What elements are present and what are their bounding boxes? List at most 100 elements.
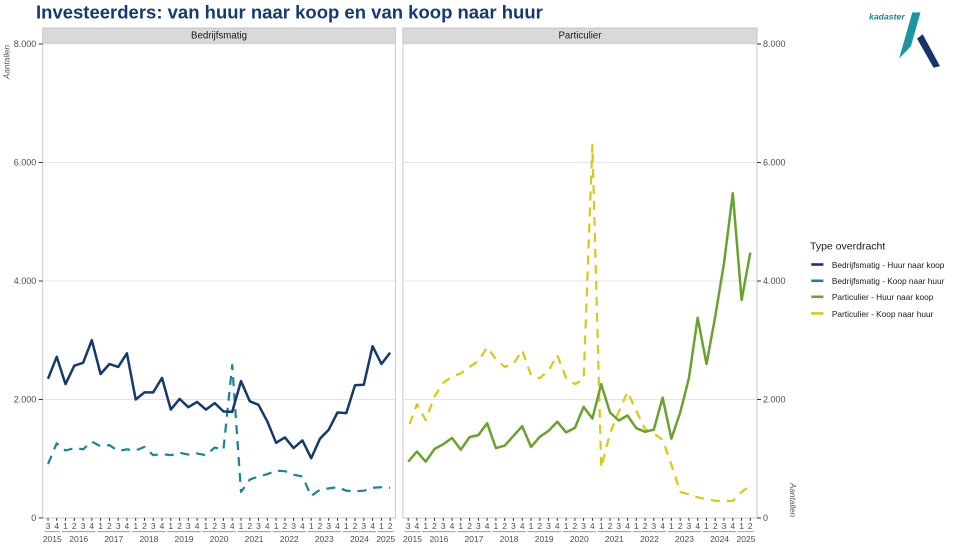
svg-text:2017: 2017	[465, 534, 484, 544]
svg-text:2015: 2015	[403, 534, 422, 544]
svg-text:Particulier: Particulier	[558, 31, 602, 42]
svg-text:1: 1	[529, 521, 534, 531]
svg-text:2018: 2018	[500, 534, 519, 544]
svg-text:2: 2	[643, 521, 648, 531]
svg-text:4: 4	[415, 521, 420, 531]
svg-text:1: 1	[274, 521, 279, 531]
svg-text:4: 4	[195, 521, 200, 531]
svg-text:6.000: 6.000	[14, 158, 37, 168]
svg-text:2023: 2023	[315, 534, 334, 544]
svg-text:2019: 2019	[535, 534, 554, 544]
svg-text:Aantallen: Aantallen	[788, 482, 797, 518]
svg-text:2024: 2024	[710, 534, 729, 544]
svg-text:3: 3	[81, 521, 86, 531]
svg-text:4: 4	[265, 521, 270, 531]
svg-text:2024: 2024	[350, 534, 369, 544]
svg-text:1: 1	[599, 521, 604, 531]
svg-text:2015: 2015	[43, 534, 62, 544]
svg-text:1: 1	[634, 521, 639, 531]
svg-text:3: 3	[511, 521, 516, 531]
svg-text:Type overdracht: Type overdracht	[810, 241, 885, 253]
svg-text:3: 3	[616, 521, 621, 531]
svg-text:2: 2	[72, 521, 77, 531]
svg-text:2016: 2016	[429, 534, 448, 544]
svg-text:2: 2	[247, 521, 252, 531]
svg-text:1: 1	[309, 521, 314, 531]
svg-text:2: 2	[678, 521, 683, 531]
svg-text:3: 3	[651, 521, 656, 531]
svg-text:2: 2	[388, 521, 393, 531]
svg-text:2: 2	[107, 521, 112, 531]
svg-text:4: 4	[485, 521, 490, 531]
svg-text:1: 1	[168, 521, 173, 531]
svg-text:1: 1	[423, 521, 428, 531]
svg-text:4: 4	[625, 521, 630, 531]
svg-text:1: 1	[564, 521, 569, 531]
svg-text:kadaster: kadaster	[869, 12, 905, 22]
svg-text:3: 3	[186, 521, 191, 531]
svg-text:2: 2	[502, 521, 507, 531]
svg-text:3: 3	[722, 521, 727, 531]
svg-text:1: 1	[739, 521, 744, 531]
svg-text:2017: 2017	[104, 534, 123, 544]
svg-text:2019: 2019	[175, 534, 194, 544]
svg-text:2: 2	[467, 521, 472, 531]
svg-text:3: 3	[256, 521, 261, 531]
svg-text:3: 3	[581, 521, 586, 531]
svg-text:2020: 2020	[570, 534, 589, 544]
svg-text:Bedrijfsmatig - Koop naar huur: Bedrijfsmatig - Koop naar huur	[832, 276, 945, 286]
svg-text:2: 2	[177, 521, 182, 531]
svg-text:2: 2	[283, 521, 288, 531]
svg-text:2021: 2021	[245, 534, 264, 544]
svg-text:1: 1	[379, 521, 384, 531]
svg-text:1: 1	[704, 521, 709, 531]
svg-text:2: 2	[432, 521, 437, 531]
svg-text:1: 1	[344, 521, 349, 531]
svg-text:2022: 2022	[280, 534, 299, 544]
svg-text:4: 4	[590, 521, 595, 531]
svg-text:1: 1	[458, 521, 463, 531]
svg-text:1: 1	[239, 521, 244, 531]
svg-text:4: 4	[660, 521, 665, 531]
svg-text:3: 3	[221, 521, 226, 531]
svg-text:2: 2	[748, 521, 753, 531]
svg-text:2: 2	[537, 521, 542, 531]
svg-text:1: 1	[204, 521, 209, 531]
svg-text:Aantallen: Aantallen	[3, 44, 12, 80]
svg-text:3: 3	[151, 521, 156, 531]
svg-text:4.000: 4.000	[14, 276, 37, 286]
svg-text:4: 4	[125, 521, 130, 531]
svg-text:2.000: 2.000	[763, 395, 786, 405]
svg-text:2: 2	[318, 521, 323, 531]
svg-text:2021: 2021	[605, 534, 624, 544]
svg-text:6.000: 6.000	[763, 158, 786, 168]
svg-text:4: 4	[450, 521, 455, 531]
svg-text:4: 4	[555, 521, 560, 531]
svg-text:2018: 2018	[139, 534, 158, 544]
svg-text:3: 3	[406, 521, 411, 531]
svg-text:3: 3	[687, 521, 692, 531]
svg-text:2: 2	[713, 521, 718, 531]
svg-text:2023: 2023	[675, 534, 694, 544]
svg-text:4: 4	[520, 521, 525, 531]
svg-text:2: 2	[212, 521, 217, 531]
svg-text:1: 1	[669, 521, 674, 531]
svg-text:1: 1	[133, 521, 138, 531]
svg-text:1: 1	[494, 521, 499, 531]
svg-text:8.000: 8.000	[763, 39, 786, 49]
svg-text:4: 4	[54, 521, 59, 531]
svg-text:3: 3	[326, 521, 331, 531]
svg-text:2: 2	[573, 521, 578, 531]
svg-text:2022: 2022	[640, 534, 659, 544]
svg-text:2025: 2025	[737, 534, 756, 544]
svg-text:Particulier - Koop naar huur: Particulier - Koop naar huur	[832, 309, 934, 319]
svg-text:1: 1	[63, 521, 68, 531]
svg-text:4: 4	[730, 521, 735, 531]
svg-text:Investeerders: van huur naar k: Investeerders: van huur naar koop en van…	[36, 2, 543, 23]
svg-text:4: 4	[370, 521, 375, 531]
svg-text:0: 0	[763, 513, 768, 523]
svg-text:2016: 2016	[69, 534, 88, 544]
svg-text:3: 3	[116, 521, 121, 531]
svg-text:Bedrijfsmatig: Bedrijfsmatig	[191, 31, 247, 42]
svg-text:4: 4	[335, 521, 340, 531]
